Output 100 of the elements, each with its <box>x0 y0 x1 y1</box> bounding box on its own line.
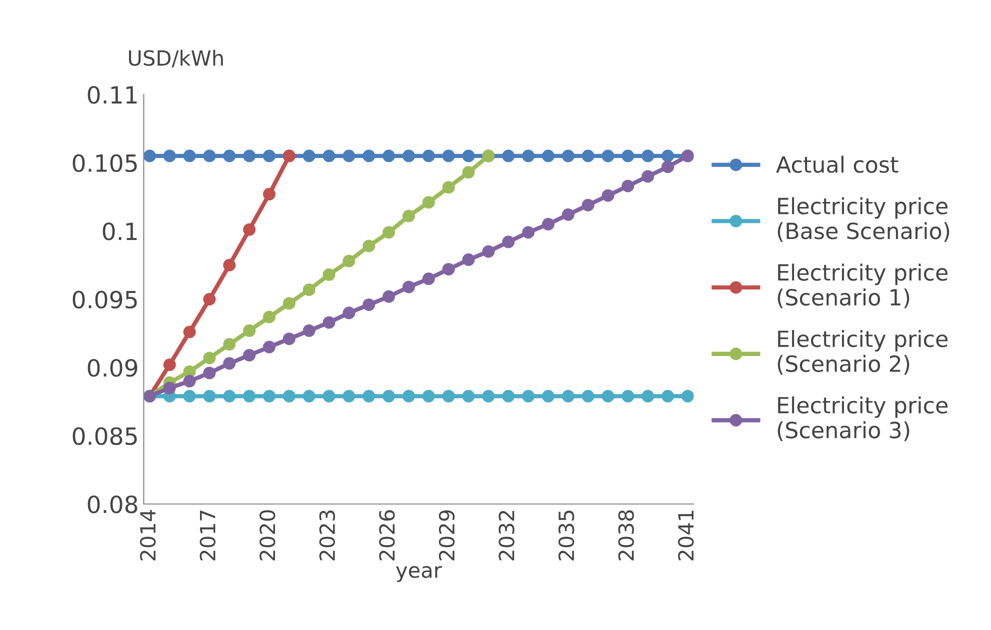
point <box>382 150 396 162</box>
y-tick-label: 0.105 <box>72 154 137 172</box>
point <box>562 150 574 162</box>
point <box>362 298 376 311</box>
x-tick-label: 2014 <box>140 510 156 560</box>
point <box>183 374 196 388</box>
point <box>622 390 634 402</box>
point <box>642 170 654 183</box>
point <box>302 390 316 402</box>
point <box>422 390 435 402</box>
point <box>582 198 594 212</box>
point <box>422 196 435 209</box>
y-tick-label: 0.09 <box>88 358 138 377</box>
point <box>662 160 674 174</box>
legend-label: Electricity price (Scenario 2) <box>778 330 948 375</box>
point <box>243 223 256 236</box>
point <box>402 390 415 402</box>
point <box>262 150 276 162</box>
point <box>442 150 455 162</box>
point <box>203 150 216 162</box>
point <box>562 390 574 402</box>
point <box>322 150 336 162</box>
x-tick-label: 2035 <box>558 510 574 560</box>
point <box>522 226 535 239</box>
point <box>502 150 515 162</box>
point <box>322 390 336 402</box>
point <box>562 208 574 221</box>
point <box>442 390 455 402</box>
legend-label: Electricity price (Scenario 1) <box>778 264 948 308</box>
legend-label: Electricity price (Scenario 3) <box>778 396 948 442</box>
point <box>602 150 614 162</box>
point <box>662 150 674 162</box>
point <box>243 348 256 362</box>
point <box>602 189 614 202</box>
x-tick-label: 2038 <box>618 510 634 560</box>
point <box>342 254 356 268</box>
point <box>362 240 376 252</box>
point <box>362 390 376 402</box>
x-tick-label: 2020 <box>260 510 276 560</box>
x-tick-label: 2017 <box>200 510 216 560</box>
point <box>262 310 276 324</box>
point <box>243 150 256 162</box>
point <box>402 150 415 162</box>
y-tick-label: 0.095 <box>72 290 137 309</box>
point <box>322 316 336 329</box>
point <box>462 166 475 179</box>
point <box>462 150 475 162</box>
point <box>362 150 376 162</box>
point <box>642 390 654 402</box>
point <box>522 390 535 402</box>
point <box>223 357 236 370</box>
y-tick-label: 0.11 <box>88 86 137 104</box>
point <box>502 390 515 402</box>
point <box>203 366 216 380</box>
legend-label: Actual cost <box>776 156 898 173</box>
point <box>681 390 694 402</box>
point <box>223 338 236 351</box>
point <box>482 245 495 258</box>
point <box>203 293 216 306</box>
point <box>302 324 316 337</box>
point <box>223 390 236 402</box>
y-tick-label: 0.08 <box>88 495 138 514</box>
point <box>602 390 614 402</box>
legend-label: Electricity price (Base Scenario) <box>778 197 950 242</box>
point <box>462 390 475 402</box>
point <box>163 358 176 372</box>
y-tick-label: 0.085 <box>72 427 137 446</box>
point <box>582 150 594 162</box>
x-tick-label: 2026 <box>379 510 395 560</box>
point <box>422 150 435 162</box>
point <box>322 268 336 281</box>
point <box>282 332 296 346</box>
point <box>282 297 296 310</box>
point <box>622 180 634 192</box>
point <box>402 210 415 222</box>
point <box>183 390 196 402</box>
point <box>203 390 216 402</box>
point <box>342 390 356 402</box>
point <box>342 150 356 162</box>
point <box>422 272 435 286</box>
point <box>402 280 415 294</box>
point <box>342 306 356 320</box>
point <box>482 390 495 402</box>
point <box>502 236 515 248</box>
point <box>223 150 236 162</box>
x-tick-label: 2032 <box>498 510 514 560</box>
x-tick-label: 2029 <box>438 510 455 560</box>
point <box>163 382 176 394</box>
point <box>262 390 276 402</box>
y-axis-title: USD/kWh <box>129 50 223 68</box>
point <box>642 150 654 162</box>
point <box>382 226 396 239</box>
point <box>183 150 196 162</box>
point <box>262 188 276 200</box>
point <box>302 283 316 296</box>
point <box>382 290 396 303</box>
point <box>582 390 594 402</box>
point <box>542 218 554 230</box>
point <box>243 324 256 337</box>
point <box>302 150 316 162</box>
